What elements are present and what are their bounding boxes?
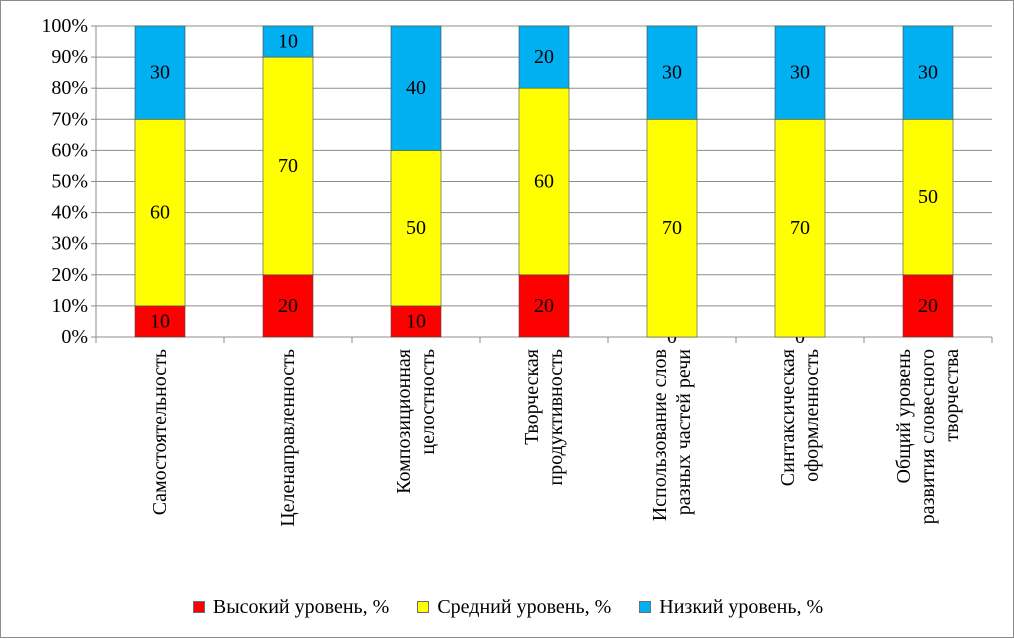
data-label: 60 xyxy=(150,202,170,224)
data-label: 70 xyxy=(278,155,298,177)
category-label: Общий уровень xyxy=(893,349,915,483)
category-label: Синтаксическая xyxy=(777,349,799,486)
y-tick-label: 100% xyxy=(41,15,88,37)
y-tick-label: 70% xyxy=(51,108,88,130)
data-label: 60 xyxy=(534,171,554,193)
data-label: 70 xyxy=(662,217,682,239)
bar-segment xyxy=(262,56,314,276)
bar-segment xyxy=(134,25,186,120)
bar-segment xyxy=(390,305,442,338)
y-tick-label: 40% xyxy=(51,202,88,224)
data-label: 30 xyxy=(662,62,682,84)
bar-segment xyxy=(774,25,826,120)
bar-segment xyxy=(902,119,954,276)
y-tick-label: 60% xyxy=(51,139,88,161)
category-label: развития словесного xyxy=(917,349,939,524)
y-tick-label: 80% xyxy=(51,77,88,99)
legend-swatch xyxy=(417,601,430,613)
bar-segment xyxy=(774,119,826,338)
data-label: 50 xyxy=(406,217,426,239)
data-label: 40 xyxy=(406,77,426,99)
legend-swatch xyxy=(639,601,652,613)
legend-item: Высокий уровень, % xyxy=(192,595,390,619)
category-label: творчества xyxy=(941,349,963,442)
bar-segment xyxy=(646,119,698,338)
category-label: Композиционная xyxy=(393,349,415,494)
data-label: 20 xyxy=(278,295,298,317)
bar-segment xyxy=(902,25,954,120)
category-label: Самостоятельность xyxy=(149,349,171,515)
data-label: 10 xyxy=(406,310,426,332)
data-label: 70 xyxy=(790,217,810,239)
data-label: 30 xyxy=(150,62,170,84)
bar-segment xyxy=(262,25,314,58)
category-label: Использование слов xyxy=(649,349,671,521)
category-label: оформленность xyxy=(801,349,823,482)
bar-segment xyxy=(390,25,442,151)
data-label: 20 xyxy=(918,295,938,317)
legend-label: Низкий уровень, % xyxy=(659,595,824,618)
legend-item: Низкий уровень, % xyxy=(639,596,823,619)
legend-label: Высокий уровень, % xyxy=(212,595,390,618)
bar-segment xyxy=(518,87,570,276)
category-label: Целенаправленность xyxy=(277,349,299,527)
bar-segment xyxy=(902,274,954,338)
y-tick-label: 50% xyxy=(51,171,88,193)
bar-segment xyxy=(646,25,698,120)
data-label: 10 xyxy=(278,31,298,53)
data-label: 30 xyxy=(790,62,810,84)
legend-swatch xyxy=(192,601,205,613)
bar-segment xyxy=(134,119,186,307)
legend-label: Средний уровень, % xyxy=(437,595,612,618)
category-label: разных частей речи xyxy=(673,349,695,515)
bar-segment xyxy=(390,150,442,307)
legend: Высокий уровень, % Средний уровень, % Низк… xyxy=(1,593,1014,621)
y-tick-label: 90% xyxy=(51,46,88,68)
y-tick-label: 30% xyxy=(51,233,88,255)
category-label: Творческая xyxy=(521,349,543,445)
data-label: 20 xyxy=(534,295,554,317)
bar-segment xyxy=(134,305,186,338)
y-tick-label: 20% xyxy=(51,264,88,286)
category-label: продуктивность xyxy=(545,349,567,486)
data-label: 10 xyxy=(150,310,170,332)
bar-segment xyxy=(518,274,570,338)
legend-item: Средний уровень, % xyxy=(417,596,611,619)
category-label: целостность xyxy=(417,349,439,455)
bar-segment xyxy=(518,25,570,89)
y-tick-label: 0% xyxy=(61,326,88,348)
data-label: 30 xyxy=(918,62,938,84)
bar-segment xyxy=(262,274,314,338)
data-label: 20 xyxy=(534,46,554,68)
y-tick-label: 10% xyxy=(51,295,88,317)
data-label: 50 xyxy=(918,186,938,208)
